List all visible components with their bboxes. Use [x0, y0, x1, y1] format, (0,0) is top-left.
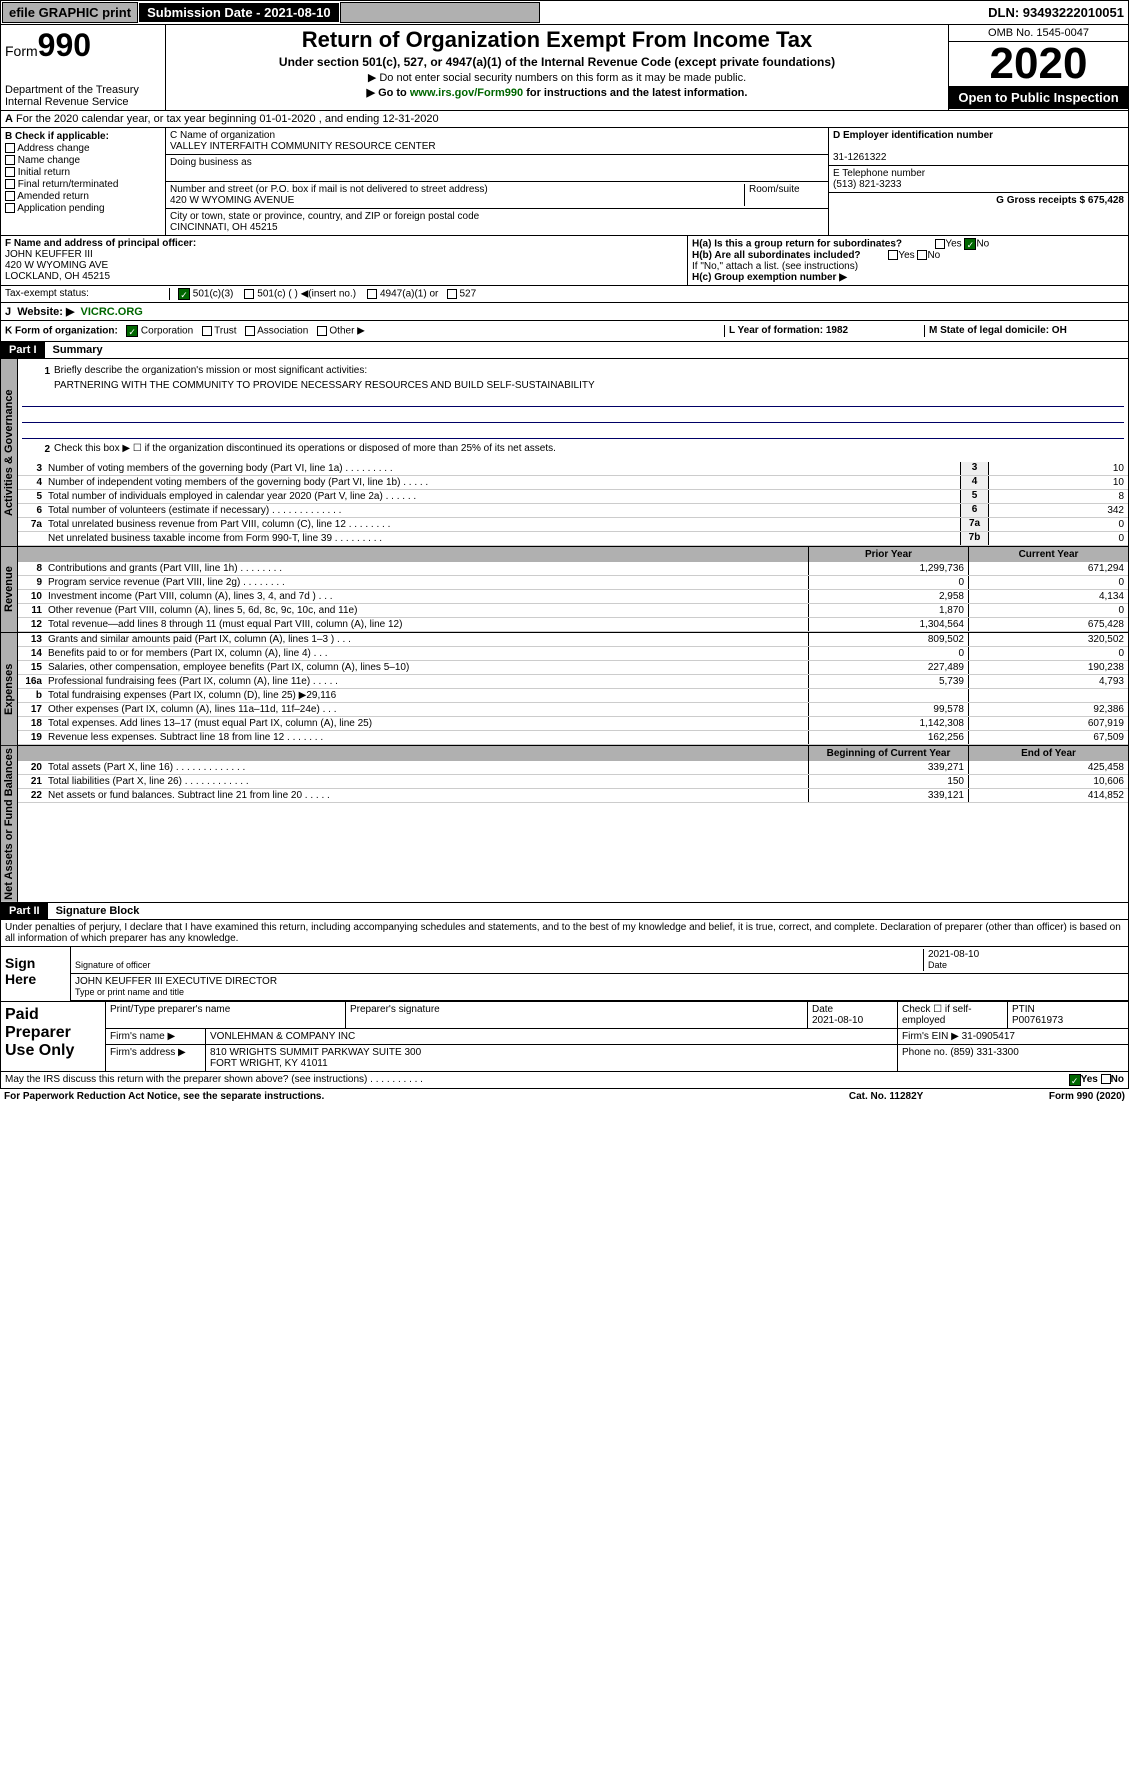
state-domicile: M State of legal domicile: OH [929, 325, 1067, 336]
summary-line: 20Total assets (Part X, line 16) . . . .… [18, 761, 1128, 775]
phone: (513) 821-3233 [833, 179, 901, 190]
chk-initial[interactable] [5, 167, 15, 177]
prep-date: 2021-08-10 [812, 1015, 863, 1026]
vtab-governance: Activities & Governance [1, 359, 18, 546]
part2-header: Part II Signature Block [0, 903, 1129, 920]
form-header: Form990 Department of the Treasury Inter… [0, 25, 1129, 111]
form-subtitle: Under section 501(c), 527, or 4947(a)(1)… [170, 55, 944, 69]
gross-receipts: G Gross receipts $ 675,428 [996, 195, 1124, 206]
col-de: D Employer identification number31-12613… [828, 128, 1128, 235]
summary-line: 11Other revenue (Part VIII, column (A), … [18, 604, 1128, 618]
summary-line: 9Program service revenue (Part VIII, lin… [18, 576, 1128, 590]
chk-pending[interactable] [5, 203, 15, 213]
part1-governance: Activities & Governance 1Briefly describ… [0, 359, 1129, 547]
submission-date: Submission Date - 2021-08-10 [139, 3, 339, 22]
irs-link[interactable]: www.irs.gov/Form990 [410, 87, 523, 99]
summary-line: 18Total expenses. Add lines 13–17 (must … [18, 717, 1128, 731]
org-address: 420 W WYOMING AVENUE [170, 195, 294, 206]
row-klm: K Form of organization: ✓ Corporation Tr… [0, 321, 1129, 342]
firm-phone: (859) 331-3300 [950, 1047, 1018, 1058]
row-a-taxyear: A For the 2020 calendar year, or tax yea… [0, 111, 1129, 128]
chk-final[interactable] [5, 179, 15, 189]
org-city: CINCINNATI, OH 45215 [170, 222, 278, 233]
summary-line: 6Total number of volunteers (estimate if… [18, 504, 1128, 518]
form-title: Return of Organization Exempt From Incom… [170, 27, 944, 53]
summary-line: 10Investment income (Part VIII, column (… [18, 590, 1128, 604]
summary-line: 15Salaries, other compensation, employee… [18, 661, 1128, 675]
summary-line: 7aTotal unrelated business revenue from … [18, 518, 1128, 532]
summary-line: 12Total revenue—add lines 8 through 11 (… [18, 618, 1128, 632]
summary-line: 3Number of voting members of the governi… [18, 462, 1128, 476]
ein: 31-1261322 [833, 152, 886, 163]
summary-line: 21Total liabilities (Part X, line 26) . … [18, 775, 1128, 789]
chk-discuss-yes[interactable]: ✓ [1069, 1074, 1081, 1086]
paid-preparer: Paid Preparer Use Only Print/Type prepar… [0, 1002, 1129, 1072]
dept-label: Department of the Treasury Internal Reve… [5, 84, 161, 108]
vtab-revenue: Revenue [1, 547, 18, 632]
summary-line: 19Revenue less expenses. Subtract line 1… [18, 731, 1128, 745]
summary-line: 14Benefits paid to or for members (Part … [18, 647, 1128, 661]
summary-line: 16aProfessional fundraising fees (Part I… [18, 675, 1128, 689]
part1-revenue: Revenue Prior YearCurrent Year 8Contribu… [0, 547, 1129, 633]
open-inspection: Open to Public Inspection [949, 86, 1128, 109]
summary-line: 22Net assets or fund balances. Subtract … [18, 789, 1128, 803]
firm-name: VONLEHMAN & COMPANY INC [206, 1029, 898, 1044]
tax-year: 2020 [949, 42, 1128, 86]
summary-line: Net unrelated business taxable income fr… [18, 532, 1128, 546]
website-link[interactable]: VICRC.ORG [81, 306, 143, 318]
summary-line: 5Total number of individuals employed in… [18, 490, 1128, 504]
summary-line: 4Number of independent voting members of… [18, 476, 1128, 490]
signature-block: Sign Here Signature of officer 2021-08-1… [0, 947, 1129, 1002]
dln-label: DLN: 93493222010051 [988, 5, 1128, 20]
summary-line: bTotal fundraising expenses (Part IX, co… [18, 689, 1128, 703]
chk-address[interactable] [5, 143, 15, 153]
row-i-status: Tax-exempt status: ✓ 501(c)(3) 501(c) ( … [0, 286, 1129, 303]
chk-name[interactable] [5, 155, 15, 165]
top-toolbar: efile GRAPHIC print Submission Date - 20… [0, 0, 1129, 25]
vtab-expenses: Expenses [1, 633, 18, 745]
summary-line: 13Grants and similar amounts paid (Part … [18, 633, 1128, 647]
col-c-org: C Name of organizationVALLEY INTERFAITH … [166, 128, 828, 235]
year-formation: L Year of formation: 1982 [729, 325, 848, 336]
officer-name: JOHN KEUFFER III [5, 249, 93, 260]
form-label: Form [5, 43, 38, 59]
section-bc: B Check if applicable: Address change Na… [0, 128, 1129, 236]
form-number: 990 [38, 27, 91, 63]
mission-text: PARTNERING WITH THE COMMUNITY TO PROVIDE… [54, 380, 595, 391]
chk-501c3[interactable]: ✓ [178, 288, 190, 300]
part1-header: Part I Summary [0, 342, 1129, 359]
chk-amended[interactable] [5, 191, 15, 201]
part1-expenses: Expenses 13Grants and similar amounts pa… [0, 633, 1129, 746]
col-b-checkboxes: B Check if applicable: Address change Na… [1, 128, 166, 235]
org-name: VALLEY INTERFAITH COMMUNITY RESOURCE CEN… [170, 141, 436, 152]
footer-row: For Paperwork Reduction Act Notice, see … [0, 1089, 1129, 1104]
firm-address: 810 WRIGHTS SUMMIT PARKWAY SUITE 300 FOR… [206, 1045, 898, 1071]
sign-date: 2021-08-10 [928, 949, 979, 960]
blank-button[interactable] [340, 2, 540, 23]
row-j-website: J Website: ▶ VICRC.ORG [0, 303, 1129, 321]
officer-sig-name: JOHN KEUFFER III EXECUTIVE DIRECTOR [75, 976, 277, 987]
note-ssn: ▶ Do not enter social security numbers o… [170, 71, 944, 84]
part1-netassets: Net Assets or Fund Balances Beginning of… [0, 746, 1129, 903]
summary-line: 8Contributions and grants (Part VIII, li… [18, 562, 1128, 576]
efile-button[interactable]: efile GRAPHIC print [2, 2, 138, 23]
row-fh: F Name and address of principal officer:… [0, 236, 1129, 286]
chk-discuss-no[interactable] [1101, 1074, 1111, 1084]
summary-line: 17Other expenses (Part IX, column (A), l… [18, 703, 1128, 717]
vtab-netassets: Net Assets or Fund Balances [1, 746, 18, 902]
firm-ein: 31-0905417 [962, 1031, 1015, 1042]
discuss-row: May the IRS discuss this return with the… [0, 1072, 1129, 1089]
chk-no[interactable]: ✓ [964, 238, 976, 250]
perjury-declaration: Under penalties of perjury, I declare th… [0, 920, 1129, 947]
ptin: P00761973 [1012, 1015, 1063, 1026]
